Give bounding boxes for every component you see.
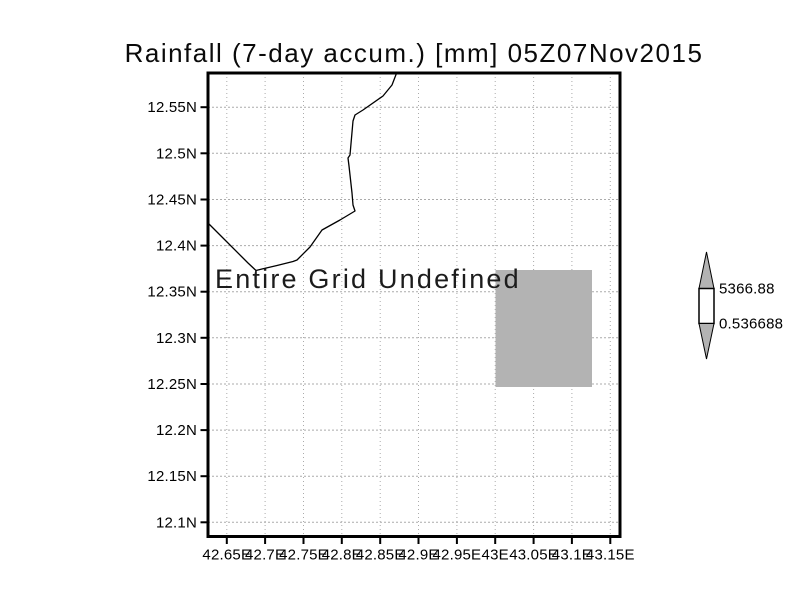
y-axis-tick-label: 12.45N [147,192,197,209]
undefined-data-region [495,270,592,387]
gridlines [208,73,620,537]
y-axis-tick-label: 12.5N [156,145,197,162]
x-axis-tick-label: 43.15E [586,547,635,564]
coastline-path [207,71,398,272]
colorbar-max-label: 5366.88 [719,281,775,298]
x-axis-tick-label: 42.7E [245,547,285,564]
colorbar-box [698,287,715,325]
colorbar: 5366.88 0.536688 [698,251,783,360]
plot-title: Rainfall (7-day accum.) [mm] 05Z07Nov201… [125,38,704,68]
y-axis-tick-label: 12.25N [147,376,197,393]
y-axis-tick-label: 12.55N [147,99,197,116]
y-axis-tick-label: 12.1N [156,514,197,531]
undefined-annotation: Entire Grid Undefined [215,264,521,294]
x-axis-tick-label: 42.75E [279,547,328,564]
x-axis-tick-label: 42.85E [356,547,405,564]
x-axis-tick-label: 42.65E [202,547,251,564]
y-axis-tick-label: 12.15N [147,468,197,485]
x-axis-tick-label: 43E [482,547,509,564]
x-axis-tick-label: 42.95E [433,547,482,564]
x-axis-tick-label: 43.1E [552,547,592,564]
x-axis-tick-label: 42.8E [322,547,362,564]
y-axis-ticks: 12.55N 12.5N 12.45N 12.4N 12.35N 12.3N 12.25N 1… [147,99,208,531]
colorbar-upper-arrow-icon [698,251,715,289]
x-axis-tick-label: 42.9E [398,547,438,564]
x-axis-tick-label: 43.05E [509,547,558,564]
plot-frame [206,71,622,538]
colorbar-min-label: 0.536688 [719,316,783,333]
coastline [207,71,398,272]
y-axis-tick-label: 12.35N [147,284,197,301]
y-axis-tick-label: 12.3N [156,330,197,347]
y-axis-tick-label: 12.2N [156,422,197,439]
y-axis-tick-label: 12.4N [156,238,197,255]
colorbar-lower-arrow-icon [698,323,715,360]
